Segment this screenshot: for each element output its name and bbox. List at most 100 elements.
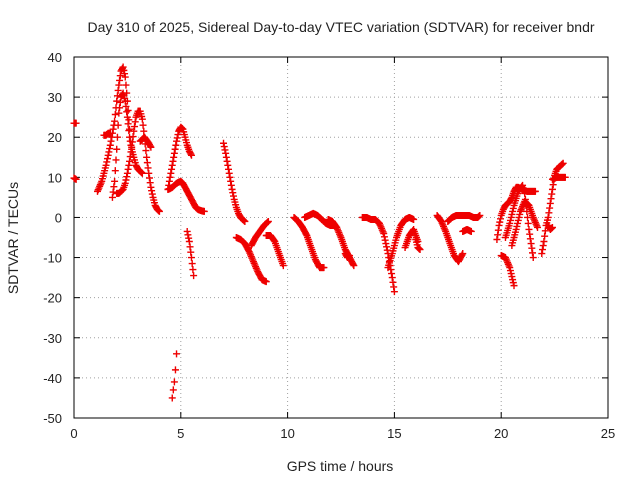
y-tick-label: -10 <box>43 251 62 266</box>
y-tick-label: 40 <box>48 50 62 65</box>
data-point-marker <box>138 115 146 123</box>
data-point-marker <box>109 188 117 196</box>
data-point-marker <box>241 217 249 225</box>
data-series-arc <box>384 213 418 272</box>
data-point-marker <box>102 161 110 169</box>
data-series-arc <box>290 213 328 272</box>
data-point-marker <box>113 97 121 105</box>
data-point-marker <box>147 183 155 191</box>
data-series-arc <box>247 217 272 250</box>
data-point-marker <box>104 151 112 159</box>
data-point-marker <box>494 231 502 239</box>
data-point-marker <box>538 250 546 258</box>
data-point-marker <box>166 173 174 181</box>
plot-frame <box>73 56 609 419</box>
data-point-marker <box>111 167 119 175</box>
data-series-arc <box>412 236 424 254</box>
data-point-marker <box>546 204 554 212</box>
axis-ticks: 0 5 10 15 20 25 -50 -40 -30 -20 -10 0 10 20 30 40 <box>43 50 615 441</box>
data-point-marker <box>224 161 232 169</box>
data-point-marker <box>200 207 208 215</box>
data-point-marker <box>122 81 130 89</box>
data-point-marker <box>546 199 554 207</box>
data-point-marker <box>127 148 135 156</box>
data-point-marker <box>110 183 118 191</box>
data-point-marker <box>126 125 134 133</box>
data-point-marker <box>229 192 237 200</box>
data-point-marker <box>346 252 354 260</box>
data-point-marker <box>130 127 138 135</box>
data-point-marker <box>124 120 132 128</box>
data-point-marker <box>220 139 228 147</box>
data-series-arc <box>220 139 249 225</box>
data-point-marker <box>541 232 549 240</box>
data-point-marker <box>223 157 231 165</box>
data-point-marker <box>222 149 230 157</box>
data-point-marker <box>172 141 180 149</box>
y-tick-label: 10 <box>48 170 62 185</box>
data-point-marker <box>72 175 80 183</box>
data-series-arc <box>70 174 80 183</box>
data-series-arc <box>232 234 270 286</box>
data-point-marker <box>561 173 569 181</box>
data-point-marker <box>382 240 390 248</box>
data-series-arc <box>341 250 354 262</box>
data-point-marker <box>123 169 131 177</box>
data-point-marker <box>388 274 396 282</box>
y-tick-label: 30 <box>48 90 62 105</box>
data-point-marker <box>349 260 357 268</box>
data-point-marker <box>103 158 111 166</box>
data-point-marker <box>122 176 130 184</box>
data-point-marker <box>524 219 532 227</box>
data-point-marker <box>528 244 536 252</box>
data-point-marker <box>113 145 121 153</box>
data-point-marker <box>148 187 156 195</box>
data-point-marker <box>459 250 467 258</box>
x-tick-label: 10 <box>280 426 294 441</box>
data-point-marker <box>113 133 121 141</box>
data-point-marker <box>116 76 124 84</box>
data-point-marker <box>189 266 197 274</box>
data-point-marker <box>264 217 272 225</box>
data-point-marker <box>380 229 388 237</box>
data-point-marker <box>146 179 154 187</box>
data-point-marker <box>128 143 136 151</box>
data-point-marker <box>116 98 124 106</box>
y-tick-label: -30 <box>43 331 62 346</box>
data-point-marker <box>540 238 548 246</box>
data-point-marker <box>138 169 146 177</box>
data-point-marker <box>227 181 235 189</box>
data-point-marker <box>169 157 177 165</box>
data-point-marker <box>548 190 556 198</box>
data-point-marker <box>227 177 235 185</box>
data-series-arc <box>497 252 518 290</box>
data-point-marker <box>114 121 122 129</box>
data-point-marker <box>168 161 176 169</box>
data-point-marker <box>476 211 484 219</box>
data-point-marker <box>115 109 123 117</box>
data-point-marker <box>123 113 131 121</box>
y-tick-label: 20 <box>48 130 62 145</box>
data-point-marker <box>494 226 502 234</box>
data-series-arc <box>508 197 542 250</box>
data-point-marker <box>186 243 194 251</box>
data-point-marker <box>521 189 529 197</box>
data-point-marker <box>383 243 391 251</box>
data-point-marker <box>145 174 153 182</box>
data-series-arc <box>183 227 198 280</box>
data-point-marker <box>131 123 139 131</box>
x-tick-label: 5 <box>177 426 184 441</box>
data-point-marker <box>225 165 233 173</box>
data-point-marker <box>106 145 114 153</box>
data-point-marker <box>559 159 567 167</box>
data-point-marker <box>170 149 178 157</box>
data-point-marker <box>170 153 178 161</box>
chart-title: Day 310 of 2025, Sidereal Day-to-day VTE… <box>87 19 594 35</box>
data-point-marker <box>548 185 556 193</box>
data-point-marker <box>168 394 176 402</box>
data-point-marker <box>140 127 148 135</box>
data-point-marker <box>545 209 553 217</box>
data-point-marker <box>121 179 129 187</box>
data-point-marker <box>118 90 126 98</box>
